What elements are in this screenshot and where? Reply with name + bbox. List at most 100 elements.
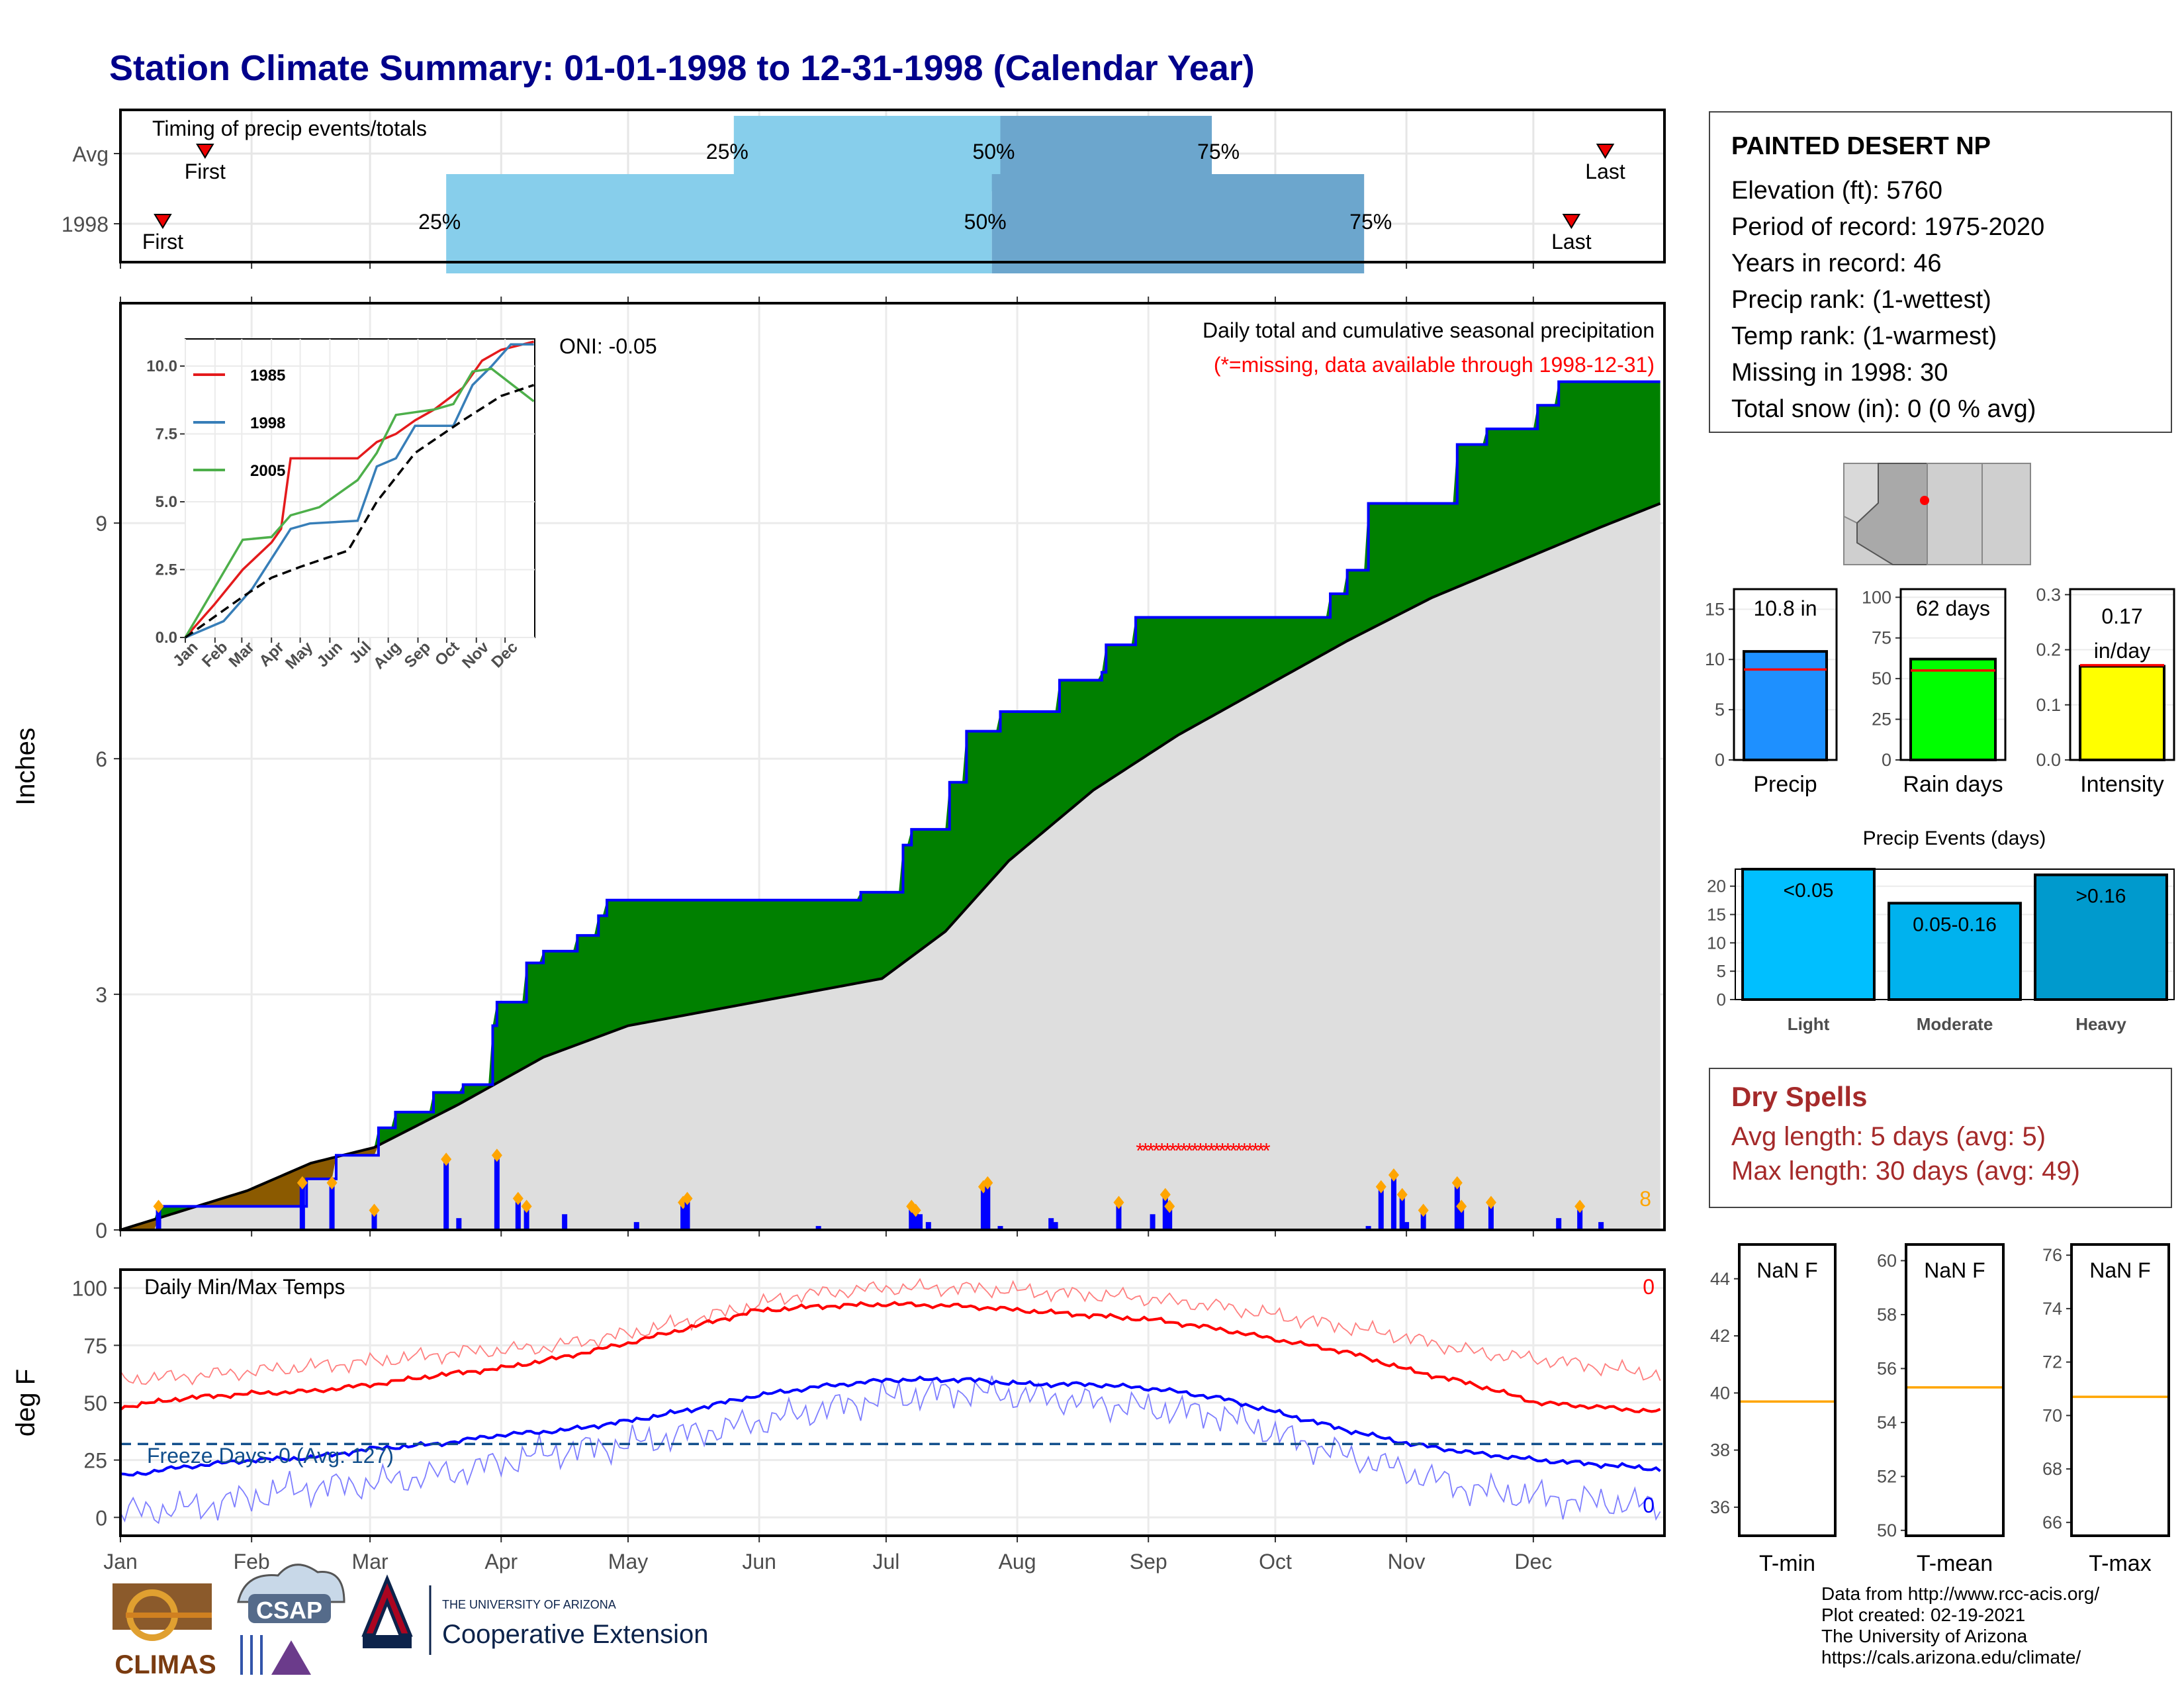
precip-daily-bar bbox=[1420, 1210, 1426, 1230]
tbar-value-label: NaN F bbox=[2089, 1258, 2150, 1282]
precip-daily-marker bbox=[1388, 1168, 1399, 1182]
timing-last-label: Last bbox=[1551, 230, 1592, 254]
timing-q25-label: 25% bbox=[706, 140, 749, 164]
precip-daily-marker bbox=[1375, 1180, 1387, 1194]
precip-daily-bar bbox=[1162, 1194, 1168, 1230]
intensity-ytick-label: 0.2 bbox=[2036, 640, 2061, 660]
page-title: Station Climate Summary: 01-01-1998 to 1… bbox=[109, 48, 1255, 88]
precip-daily-bar bbox=[1404, 1222, 1410, 1230]
month-tick-label: Nov bbox=[1388, 1550, 1426, 1573]
temp-ytick-label: 25 bbox=[83, 1449, 107, 1473]
precip-daily-bar bbox=[1378, 1186, 1384, 1230]
station-name: PAINTED DESERT NP bbox=[1731, 132, 1991, 160]
precip-ytick-label: 3 bbox=[95, 983, 107, 1007]
dry-spell-marker: * bbox=[1218, 1139, 1226, 1162]
ua-logo-a bbox=[361, 1574, 413, 1637]
events-bar-label: 0.05-0.16 bbox=[1913, 914, 1997, 935]
intensity-ytick-label: 0.3 bbox=[2036, 585, 2061, 604]
station-missing: Missing in 1998: 30 bbox=[1731, 359, 1948, 387]
precip-daily-marker bbox=[296, 1176, 308, 1190]
precip-daily-bar bbox=[299, 1182, 305, 1230]
tbar-ytick-label: 68 bbox=[2042, 1459, 2062, 1479]
timing-first-label: First bbox=[185, 160, 226, 183]
events-title: Precip Events (days) bbox=[1863, 827, 2046, 849]
precip-daily-bar bbox=[1167, 1206, 1173, 1230]
precip-daily-marker bbox=[910, 1203, 921, 1217]
csap-logo-mountain bbox=[271, 1640, 311, 1675]
precip-annotation-title: Daily total and cumulative seasonal prec… bbox=[1203, 318, 1655, 342]
events-bar-label: <0.05 bbox=[1784, 880, 1834, 902]
tbar-ytick-label: 74 bbox=[2042, 1299, 2062, 1319]
month-tick-label: Apr bbox=[484, 1550, 518, 1573]
credit-org: The University of Arizona bbox=[1821, 1626, 2028, 1646]
timing-q50-label: 50% bbox=[972, 140, 1015, 164]
tbar-ytick-label: 70 bbox=[2042, 1405, 2062, 1425]
events-bar-label: >0.16 bbox=[2076, 886, 2126, 908]
tbar-label: T-max bbox=[2089, 1551, 2151, 1576]
dry-spell-marker: * bbox=[1180, 1139, 1188, 1162]
precip-daily-marker bbox=[1396, 1188, 1408, 1201]
rain-days-ytick-label: 100 bbox=[1862, 587, 1891, 607]
freeze-days-label: Freeze Days: 0 (Avg: 127) bbox=[147, 1444, 394, 1468]
precip-daily-bar bbox=[997, 1226, 1003, 1230]
temp-min-count: 0 bbox=[1643, 1493, 1655, 1517]
tbar-label: T-min bbox=[1759, 1551, 1815, 1576]
precip-daily-bar bbox=[371, 1210, 377, 1230]
precip-total-value-label: 10.8 in bbox=[1753, 596, 1817, 620]
tbar-ytick-label: 36 bbox=[1710, 1497, 1730, 1517]
precip-daily-bar bbox=[1052, 1222, 1058, 1230]
station-location-dot bbox=[1920, 496, 1929, 505]
rain-days-ytick-label: 0 bbox=[1882, 750, 1891, 770]
timing-q50-label: 50% bbox=[964, 210, 1007, 234]
precip-daily-marker bbox=[1164, 1199, 1175, 1213]
dry-spell-marker: * bbox=[1169, 1139, 1177, 1162]
tbar-ytick-label: 40 bbox=[1710, 1383, 1730, 1403]
inset-series-1998 bbox=[185, 343, 534, 639]
precip-daily-bar bbox=[1488, 1202, 1494, 1230]
precip-daily-bar bbox=[913, 1210, 919, 1230]
tbar-value-label: NaN F bbox=[1756, 1258, 1817, 1282]
timing-q25-label: 25% bbox=[418, 210, 461, 234]
precip-average-line bbox=[120, 502, 1661, 1231]
precip-below-fill bbox=[120, 503, 1661, 1230]
dry-spell-marker: * bbox=[1185, 1139, 1193, 1162]
tbar-frame bbox=[2070, 1243, 2170, 1537]
dry-spell-marker: * bbox=[1142, 1139, 1150, 1162]
precip-ytick-label: 9 bbox=[95, 512, 107, 536]
tbar-ytick-label: 72 bbox=[2042, 1352, 2062, 1372]
tbar-frame bbox=[1738, 1243, 1837, 1537]
tbar-ytick-label: 44 bbox=[1710, 1269, 1730, 1289]
temp-ytick-label: 0 bbox=[95, 1506, 107, 1530]
temp-panel-title: Daily Min/Max Temps bbox=[144, 1275, 345, 1299]
inset-ytick-label: 7.5 bbox=[156, 426, 177, 444]
inset-average-line bbox=[184, 384, 535, 639]
precip-daily-bar bbox=[1390, 1174, 1396, 1230]
credit-date: Plot created: 02-19-2021 bbox=[1821, 1605, 2026, 1625]
credit-url: https://cals.arizona.edu/climate/ bbox=[1821, 1647, 2081, 1667]
precip-total-bar bbox=[1743, 650, 1828, 761]
precip-daily-marker bbox=[682, 1192, 693, 1205]
precip-daily-bar bbox=[925, 1222, 931, 1230]
tbar-ytick-label: 50 bbox=[1877, 1521, 1897, 1540]
dry-spell-marker: * bbox=[1207, 1139, 1215, 1162]
temp-avg-max-line bbox=[119, 1301, 1661, 1413]
temp-max-count: 0 bbox=[1643, 1275, 1655, 1299]
inset-ytick-label: 0.0 bbox=[156, 629, 177, 647]
precip-daily-bar bbox=[1116, 1202, 1122, 1230]
precip-ytick-label: 6 bbox=[95, 747, 107, 771]
precip-daily-bar bbox=[1459, 1206, 1465, 1230]
events-bar-heavy bbox=[2034, 873, 2168, 1001]
timing-first-marker bbox=[154, 214, 172, 229]
dry-spell-marker: * bbox=[1235, 1139, 1243, 1162]
events-category-label: Moderate bbox=[1917, 1014, 1993, 1034]
intensity-frame bbox=[2069, 588, 2175, 761]
dry-spell-marker: * bbox=[1163, 1139, 1171, 1162]
events-ytick-label: 20 bbox=[1707, 876, 1726, 896]
map-newmexico bbox=[1927, 463, 1983, 565]
precip-total-ytick-label: 10 bbox=[1705, 649, 1725, 669]
logos: CLIMAS CSAP THE UNIVERSITY OF ARIZONA Coope… bbox=[113, 1564, 708, 1679]
precip-above-average-area bbox=[120, 381, 1661, 1230]
precip-daily-marker bbox=[1418, 1203, 1429, 1217]
precip-daily-bar bbox=[985, 1182, 991, 1230]
